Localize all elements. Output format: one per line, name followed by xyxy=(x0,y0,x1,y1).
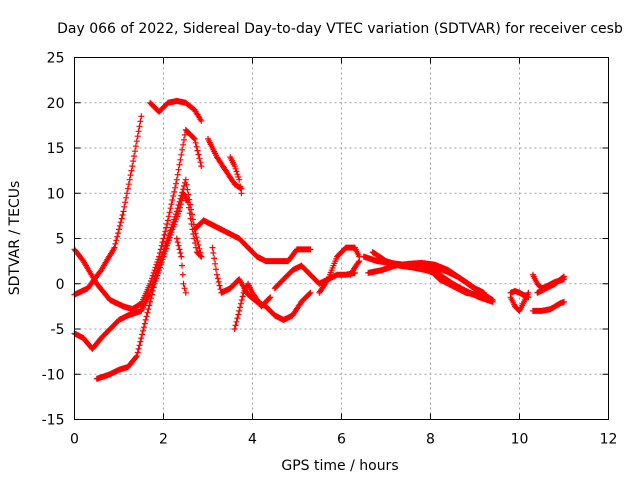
data-point-markers xyxy=(271,262,358,292)
y-tick-label: 10 xyxy=(47,186,65,202)
y-tick-label: 0 xyxy=(56,277,65,293)
x-tick-label: 8 xyxy=(426,432,435,448)
series-arc-20 xyxy=(507,288,532,301)
series-arc-5 xyxy=(93,190,205,382)
data-point-markers xyxy=(427,267,487,300)
series-arc-8 xyxy=(173,235,189,296)
data-point-markers xyxy=(316,244,363,296)
series-arc-22 xyxy=(529,298,567,314)
series-arc-4 xyxy=(71,176,205,352)
data-point-markers xyxy=(529,298,567,314)
series-arc-9 xyxy=(191,217,314,265)
series-arc-6 xyxy=(205,135,245,192)
grid-lines xyxy=(74,57,609,420)
series-arc-23 xyxy=(534,273,567,296)
data-point-markers xyxy=(71,113,145,298)
x-tick-label: 2 xyxy=(159,432,168,448)
series-arc-12 xyxy=(271,262,358,292)
series-arc-14 xyxy=(347,258,363,278)
y-axis-title: SDTVAR / TECUs xyxy=(7,181,23,296)
x-axis-title: GPS time / hours xyxy=(281,458,398,474)
y-tick-label: -15 xyxy=(42,413,65,429)
data-point-markers xyxy=(147,97,205,124)
y-tick-label: 15 xyxy=(47,141,65,157)
y-tick-label: -10 xyxy=(42,367,65,383)
x-tick-label: 12 xyxy=(600,432,618,448)
data-point-markers xyxy=(507,288,532,301)
series-arc-13 xyxy=(316,244,363,296)
chart-title: Day 066 of 2022, Sidereal Day-to-day VTE… xyxy=(57,21,623,37)
data-point-markers xyxy=(347,258,363,278)
series-arc-18 xyxy=(427,267,487,300)
series-arc-7 xyxy=(227,154,245,197)
data-point-markers xyxy=(227,154,245,197)
data-point-markers xyxy=(534,273,567,296)
y-tick-label: -5 xyxy=(51,322,65,338)
x-tick-label: 10 xyxy=(511,432,529,448)
data-point-markers xyxy=(231,280,274,332)
plot-frame xyxy=(74,57,609,420)
series-arc-11 xyxy=(231,280,274,332)
data-point-markers xyxy=(71,176,205,352)
x-tick-label: 0 xyxy=(70,432,79,448)
series-arc-1 xyxy=(71,113,145,298)
x-tick-label: 6 xyxy=(337,432,346,448)
data-point-markers xyxy=(191,217,314,265)
y-tick-label: 25 xyxy=(47,51,65,67)
series-arc-2 xyxy=(147,97,205,124)
y-tick-label: 5 xyxy=(56,232,65,248)
data-point-markers xyxy=(93,190,205,382)
axis-ticks: 0 2 4 6 8 10 12 -15 -10 -5 0 5 10 15 20 25 xyxy=(42,51,618,448)
data-point-markers xyxy=(205,135,245,192)
data-series xyxy=(71,97,567,382)
data-point-markers xyxy=(173,235,189,296)
x-tick-label: 4 xyxy=(248,432,257,448)
y-tick-label: 20 xyxy=(47,96,65,112)
